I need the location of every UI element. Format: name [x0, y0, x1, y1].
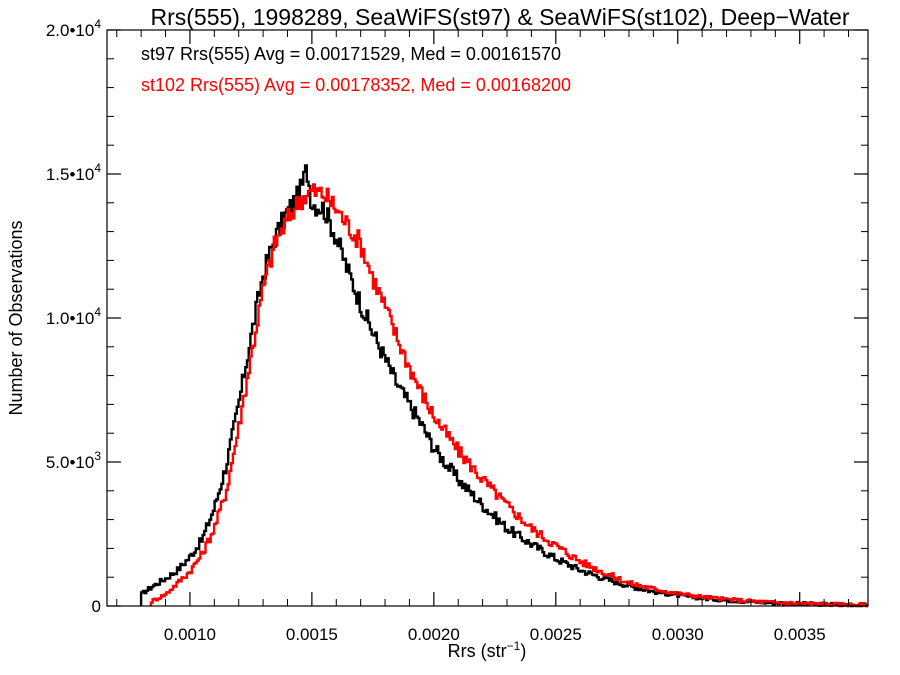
ticks-layer [107, 29, 868, 607]
x-tick-label: 0.0020 [408, 625, 460, 644]
x-tick-label: 0.0025 [530, 625, 582, 644]
annotation-st102: st102 Rrs(555) Avg = 0.00178352, Med = 0… [141, 75, 571, 95]
series-st102-line [149, 183, 868, 608]
y-tick-label: 1.0•104 [46, 305, 102, 328]
x-axis-title-text: Rrs (str [448, 641, 507, 661]
series-st97-line [139, 164, 868, 608]
x-axis-title-superscript: −1 [507, 639, 521, 653]
x-tick-label: 0.0010 [164, 625, 216, 644]
chart-title: Rrs(555), 1998289, SeaWiFS(st97) & SeaWi… [150, 4, 849, 30]
y-tick-label: 5.0•103 [46, 449, 102, 472]
y-tick-labels: 0 5.0•103 1.0•104 1.5•104 2.0•104 [46, 17, 102, 616]
plot-frame [106, 29, 869, 607]
x-tick-labels: 0.0010 0.0015 0.0020 0.0025 0.0030 0.0035 [164, 625, 826, 644]
y-tick-label: 1.5•104 [46, 161, 102, 184]
y-tick-label: 0 [92, 597, 101, 616]
y-tick-label: 2.0•104 [46, 17, 102, 40]
x-tick-label: 0.0015 [286, 625, 338, 644]
x-tick-label: 0.0030 [652, 625, 704, 644]
x-axis-title-end: ) [520, 641, 526, 661]
x-axis-title: Rrs (str−1) [448, 639, 527, 661]
series-layer [139, 164, 868, 608]
annotation-st97: st97 Rrs(555) Avg = 0.00171529, Med = 0.… [141, 44, 561, 64]
y-axis-title: Number of Observations [6, 220, 26, 415]
x-tick-label: 0.0035 [774, 625, 826, 644]
